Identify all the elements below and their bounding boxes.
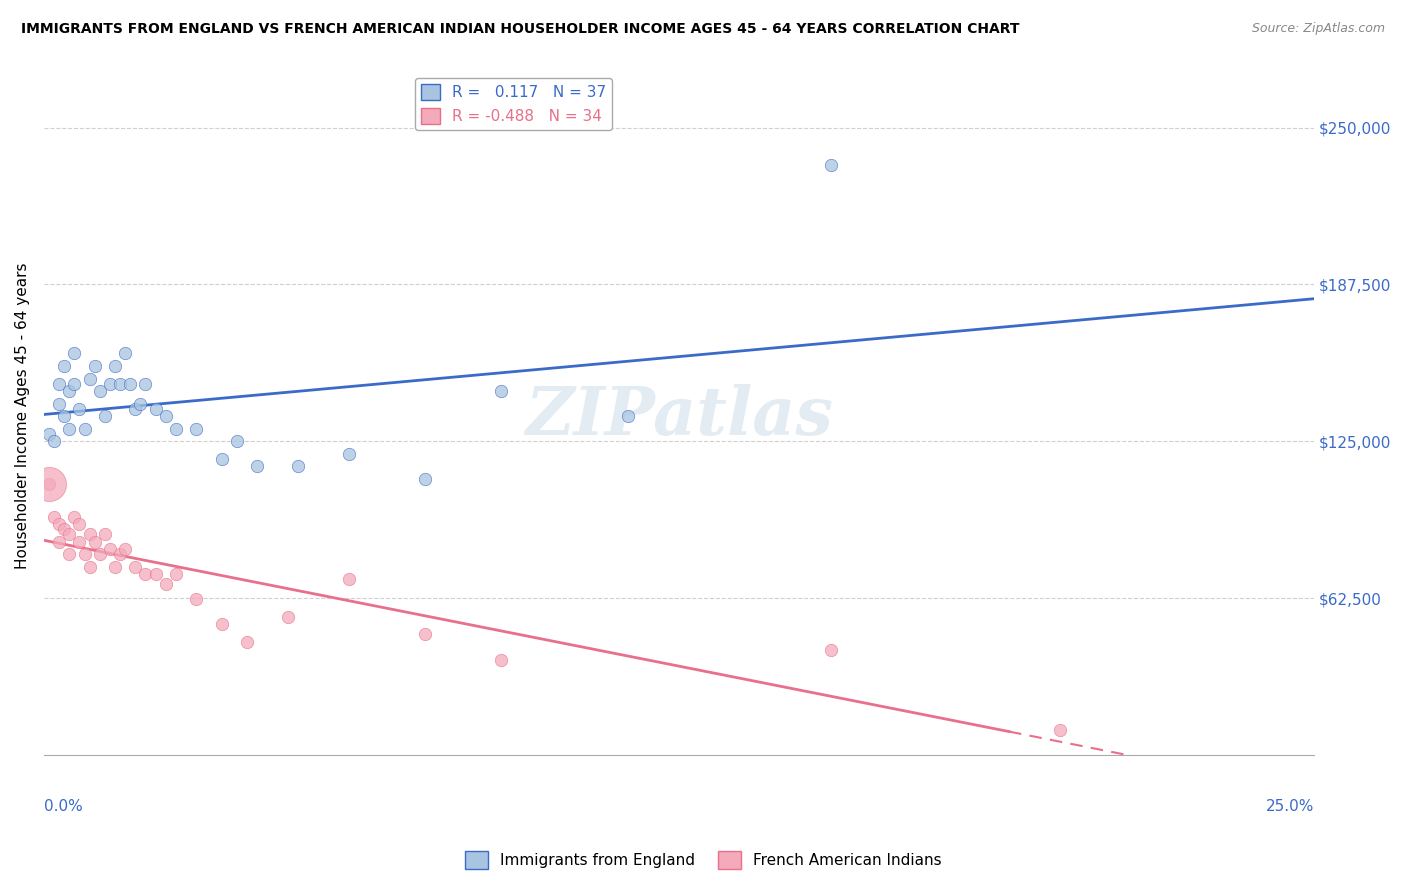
Point bbox=[63, 346, 86, 360]
Text: IMMIGRANTS FROM ENGLAND VS FRENCH AMERICAN INDIAN HOUSEHOLDER INCOME AGES 45 - 6: IMMIGRANTS FROM ENGLAND VS FRENCH AMERIC… bbox=[21, 22, 1019, 37]
Point bbox=[287, 459, 309, 474]
Point bbox=[246, 459, 269, 474]
Point bbox=[38, 477, 60, 491]
Point bbox=[145, 401, 167, 416]
Point bbox=[225, 434, 247, 449]
Point bbox=[48, 397, 70, 411]
Point bbox=[124, 559, 146, 574]
Text: ZIPatlas: ZIPatlas bbox=[524, 384, 832, 449]
Point bbox=[89, 547, 111, 561]
Text: 25.0%: 25.0% bbox=[1265, 799, 1313, 814]
Point bbox=[58, 527, 80, 541]
Point bbox=[53, 409, 76, 424]
Point bbox=[104, 559, 127, 574]
Text: 0.0%: 0.0% bbox=[44, 799, 83, 814]
Point bbox=[236, 635, 259, 649]
Point bbox=[211, 617, 233, 632]
Point bbox=[98, 376, 121, 391]
Point bbox=[94, 409, 117, 424]
Point bbox=[79, 371, 101, 385]
Point bbox=[277, 610, 299, 624]
Point bbox=[83, 534, 105, 549]
Point bbox=[413, 472, 436, 486]
Y-axis label: Householder Income Ages 45 - 64 years: Householder Income Ages 45 - 64 years bbox=[15, 263, 30, 569]
Point bbox=[48, 376, 70, 391]
Point bbox=[186, 422, 208, 436]
Point bbox=[186, 592, 208, 607]
Legend: Immigrants from England, French American Indians: Immigrants from England, French American… bbox=[458, 845, 948, 875]
Point bbox=[48, 534, 70, 549]
Point bbox=[337, 572, 360, 586]
Point bbox=[69, 401, 91, 416]
Point bbox=[53, 359, 76, 373]
Point bbox=[114, 542, 136, 557]
Point bbox=[58, 547, 80, 561]
Point bbox=[108, 376, 131, 391]
Point bbox=[337, 447, 360, 461]
Point bbox=[38, 426, 60, 441]
Point bbox=[42, 434, 65, 449]
Point bbox=[145, 567, 167, 582]
Point bbox=[820, 158, 842, 172]
Point bbox=[89, 384, 111, 398]
Point bbox=[489, 652, 512, 666]
Point bbox=[155, 577, 177, 591]
Point bbox=[211, 451, 233, 466]
Point bbox=[134, 567, 156, 582]
Point bbox=[53, 522, 76, 536]
Point bbox=[413, 627, 436, 641]
Point bbox=[104, 359, 127, 373]
Point bbox=[134, 376, 156, 391]
Text: Source: ZipAtlas.com: Source: ZipAtlas.com bbox=[1251, 22, 1385, 36]
Point bbox=[42, 509, 65, 524]
Point bbox=[155, 409, 177, 424]
Point bbox=[63, 376, 86, 391]
Point bbox=[69, 534, 91, 549]
Point bbox=[48, 517, 70, 532]
Point bbox=[58, 384, 80, 398]
Point bbox=[38, 477, 60, 491]
Point bbox=[69, 517, 91, 532]
Point bbox=[79, 559, 101, 574]
Point bbox=[73, 422, 96, 436]
Point bbox=[165, 422, 187, 436]
Point bbox=[129, 397, 152, 411]
Point bbox=[820, 642, 842, 657]
Point bbox=[58, 422, 80, 436]
Point bbox=[79, 527, 101, 541]
Point bbox=[165, 567, 187, 582]
Point bbox=[124, 401, 146, 416]
Point bbox=[83, 359, 105, 373]
Point bbox=[120, 376, 142, 391]
Point bbox=[94, 527, 117, 541]
Legend: R =   0.117   N = 37, R = -0.488   N = 34: R = 0.117 N = 37, R = -0.488 N = 34 bbox=[415, 78, 612, 130]
Point bbox=[108, 547, 131, 561]
Point bbox=[98, 542, 121, 557]
Point bbox=[617, 409, 640, 424]
Point bbox=[73, 547, 96, 561]
Point bbox=[1049, 723, 1071, 737]
Point bbox=[63, 509, 86, 524]
Point bbox=[489, 384, 512, 398]
Point bbox=[114, 346, 136, 360]
